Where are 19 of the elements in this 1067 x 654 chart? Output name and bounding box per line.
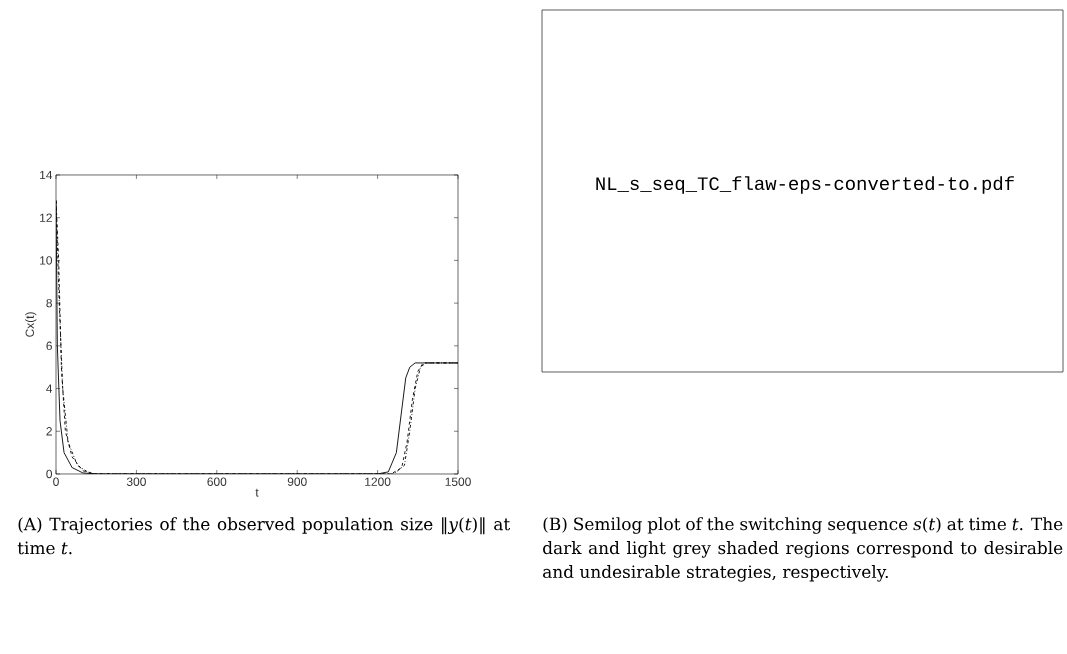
text: (A) Trajectories of the observed population size ‖y(t)‖ at time t.: [17, 517, 511, 555]
x-tick-label: 900: [287, 477, 307, 486]
y-tick-label: 4: [46, 384, 53, 393]
y-tick-label: 2: [46, 427, 52, 436]
x-tick-label: 600: [207, 477, 227, 486]
x-tick-label: 0: [53, 477, 59, 486]
x-tick-label: 300: [126, 477, 146, 486]
x-axis-title: t: [255, 488, 259, 497]
y-tick-label: 10: [40, 256, 53, 265]
y-tick-label: 12: [40, 213, 52, 222]
y-tick-label: 0: [46, 469, 53, 479]
text: (B) Semilog plot of the switching sequence s(t) at time t. The dark and light grey shaded regions correspond to desirable and undesirable strategies, respectively.: [543, 517, 1063, 582]
y-axis-title: Cx(t): [25, 312, 37, 337]
y-tick-label: 14: [40, 170, 53, 180]
x-tick-label: 1500: [445, 477, 471, 486]
y-tick-label: 6: [46, 341, 52, 351]
y-tick-label: 8: [46, 298, 52, 308]
text: NL_s_seq_TC_flaw-eps-converted-to.pdf: [596, 176, 1014, 194]
x-tick-label: 1200: [365, 477, 391, 486]
